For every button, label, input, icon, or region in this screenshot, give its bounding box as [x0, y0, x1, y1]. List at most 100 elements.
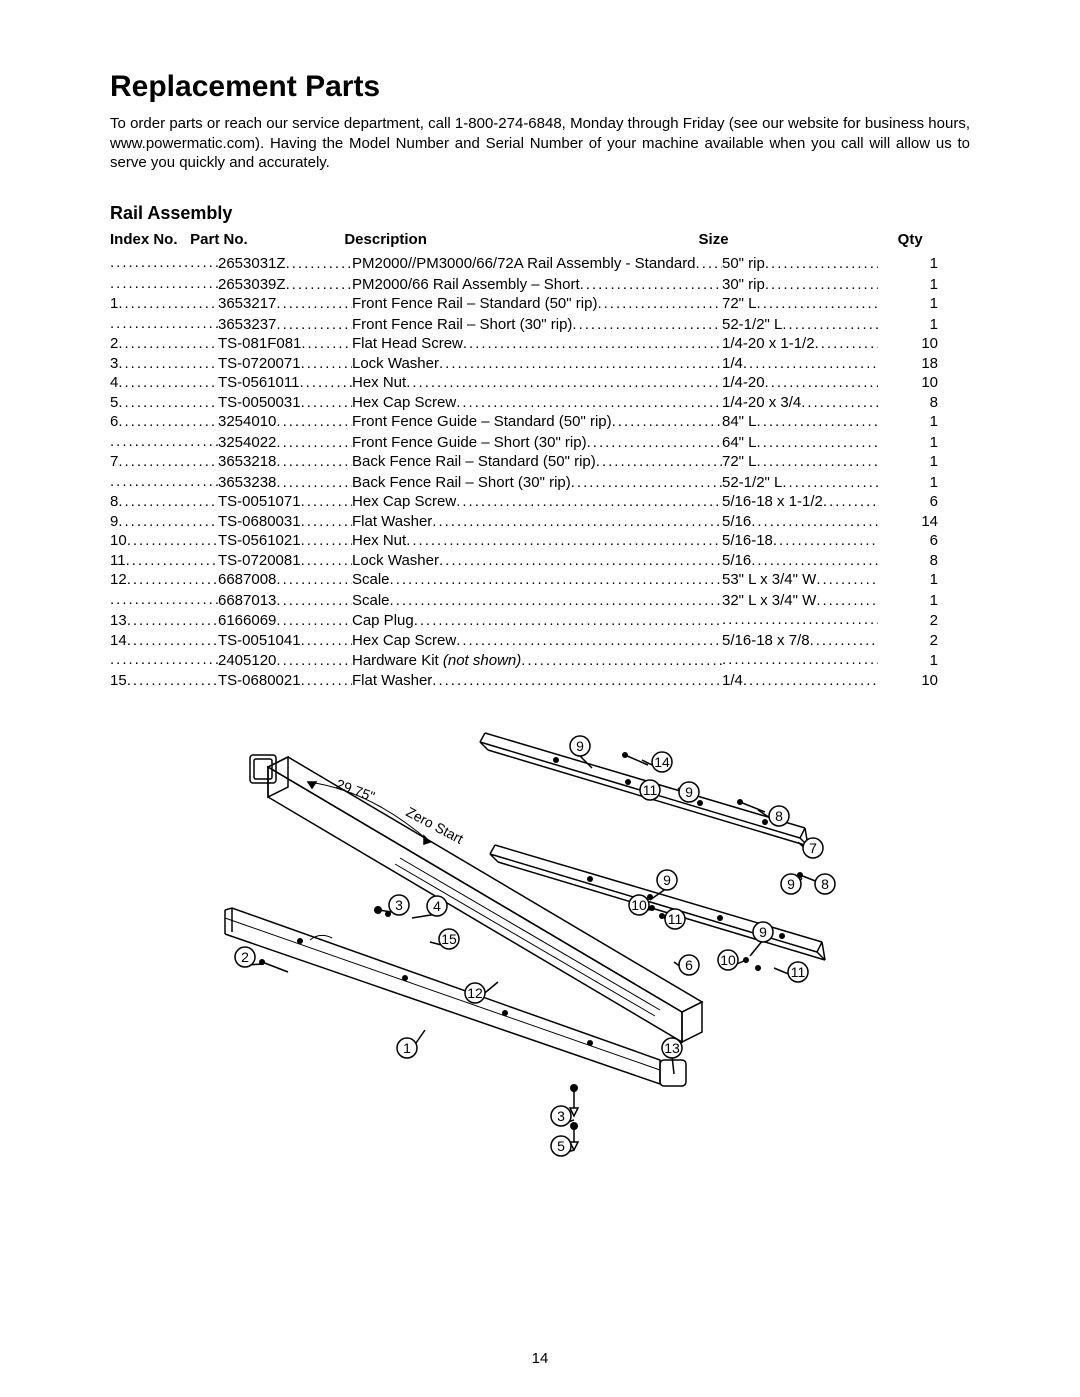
svg-text:11: 11: [643, 782, 658, 798]
cell-description: Hex Cap Screw: [352, 631, 722, 651]
cell-qty: 8: [878, 551, 938, 571]
cell-description: Hex Cap Screw: [352, 393, 722, 413]
callout-13: 13: [662, 1038, 682, 1058]
cell-index: 12: [110, 570, 218, 590]
col-index-header: Index No.: [110, 230, 186, 250]
cell-description: Back Fence Rail – Short (30" rip): [352, 473, 722, 493]
parts-row: 5TS-0050031Hex Cap Screw1/4-20 x 3/48: [110, 393, 970, 413]
diagram-svg: 29.75" Zero Start: [160, 710, 920, 1180]
parts-row: 13653217Front Fence Rail – Standard (50"…: [110, 294, 970, 314]
parts-row: 10TS-0561021Hex Nut5/16-186: [110, 531, 970, 551]
page-title: Replacement Parts: [110, 70, 970, 104]
cell-description: Front Fence Rail – Short (30" rip): [352, 315, 722, 335]
callout-8: 8: [815, 874, 835, 894]
cell-size: 1/4-20: [722, 373, 878, 393]
cell-description: Hex Nut: [352, 531, 722, 551]
parts-table-header: Index No. Part No. Description Size Qty: [110, 230, 970, 250]
svg-text:10: 10: [720, 952, 736, 968]
cell-size: 50" rip: [722, 254, 878, 274]
callout-4: 4: [427, 896, 447, 916]
cell-description: Scale: [352, 570, 722, 590]
cell-qty: 18: [878, 354, 938, 374]
parts-row: 73653218Back Fence Rail – Standard (50" …: [110, 452, 970, 472]
cell-index: 9: [110, 512, 218, 532]
parts-row: 136166069Cap Plug 2: [110, 610, 970, 631]
parts-row: 15TS-0680021Flat Washer1/410: [110, 671, 970, 691]
svg-text:8: 8: [775, 808, 783, 824]
cell-part: TS-0051071: [218, 492, 352, 512]
cell-index: [110, 472, 218, 487]
cell-size: [722, 650, 878, 665]
cell-description: Front Fence Rail – Standard (50" rip): [352, 294, 722, 314]
cell-qty: 6: [878, 531, 938, 551]
parts-row: 9TS-0680031Flat Washer5/1614: [110, 512, 970, 532]
cell-part: 3254010: [218, 412, 352, 432]
cell-qty: 1: [878, 433, 938, 453]
svg-text:3: 3: [395, 897, 403, 913]
cell-size: 5/16: [722, 512, 878, 532]
parts-row: 8TS-0051071Hex Cap Screw5/16-18 x 1-1/26: [110, 492, 970, 512]
callout-6: 6: [679, 955, 699, 975]
svg-text:11: 11: [791, 964, 806, 980]
cell-index: 3: [110, 354, 218, 374]
cell-description: PM2000//PM3000/66/72A Rail Assembly - St…: [352, 254, 722, 274]
svg-text:2: 2: [241, 949, 249, 965]
callout-9: 9: [657, 870, 677, 890]
callout-1: 1: [397, 1038, 417, 1058]
cell-size: 72" L: [722, 294, 878, 314]
cell-index: [110, 274, 218, 289]
col-part-header: Part No.: [190, 230, 340, 250]
cell-qty: 1: [878, 294, 938, 314]
svg-text:11: 11: [668, 911, 683, 927]
parts-row: 3254022Front Fence Guide – Short (30" ri…: [110, 432, 970, 453]
cell-part: 2405120: [218, 651, 352, 671]
cell-qty: 1: [878, 412, 938, 432]
callout-3: 3: [389, 895, 409, 915]
exploded-diagram: 29.75" Zero Start: [110, 710, 970, 1180]
intro-paragraph: To order parts or reach our service depa…: [110, 114, 970, 173]
parts-row: 63254010Front Fence Guide – Standard (50…: [110, 412, 970, 432]
cell-index: 4: [110, 373, 218, 393]
cell-size: 1/4: [722, 354, 878, 374]
cell-size: 1/4-20 x 3/4: [722, 393, 878, 413]
zero-label: Zero Start: [404, 804, 467, 847]
cell-index: 6: [110, 412, 218, 432]
cell-qty: 1: [878, 570, 938, 590]
cell-qty: 1: [878, 315, 938, 335]
cell-part: TS-0561021: [218, 531, 352, 551]
cell-size: 5/16-18: [722, 531, 878, 551]
page-number: 14: [0, 1350, 1080, 1367]
parts-row: 3653237Front Fence Rail – Short (30" rip…: [110, 314, 970, 335]
svg-text:10: 10: [631, 897, 647, 913]
svg-text:9: 9: [576, 738, 584, 754]
callout-12: 12: [465, 983, 485, 1003]
cell-size: 5/16-18 x 1-1/2: [722, 492, 878, 512]
svg-text:1: 1: [403, 1040, 411, 1056]
cell-index: [110, 253, 218, 268]
cell-description: Cap Plug: [352, 611, 722, 631]
cap-plug-left: [250, 755, 276, 783]
cell-index: 1: [110, 294, 218, 314]
cell-description: Front Fence Guide – Standard (50" rip): [352, 412, 722, 432]
callout-9: 9: [781, 874, 801, 894]
cell-description: Hex Cap Screw: [352, 492, 722, 512]
cell-part: 3653238: [218, 473, 352, 493]
parts-row: 4TS-0561011Hex Nut1/4-2010: [110, 373, 970, 393]
cell-qty: 10: [878, 671, 938, 691]
cell-description: Flat Head Screw: [352, 334, 722, 354]
cell-size: [722, 610, 878, 625]
cell-index: 10: [110, 531, 218, 551]
svg-text:3: 3: [557, 1108, 565, 1124]
svg-text:13: 13: [664, 1040, 680, 1056]
callout-8: 8: [769, 806, 789, 826]
cell-qty: 6: [878, 492, 938, 512]
cell-description: Back Fence Rail – Standard (50" rip): [352, 452, 722, 472]
cell-part: 6166069: [218, 611, 352, 631]
parts-row: 3653238Back Fence Rail – Short (30" rip)…: [110, 472, 970, 493]
page: Replacement Parts To order parts or reac…: [0, 0, 1080, 1397]
callout-9: 9: [679, 782, 699, 802]
svg-text:5: 5: [557, 1138, 565, 1154]
cell-size: 84" L: [722, 412, 878, 432]
cell-part: TS-0561011: [218, 373, 352, 393]
cell-part: 6687013: [218, 591, 352, 611]
